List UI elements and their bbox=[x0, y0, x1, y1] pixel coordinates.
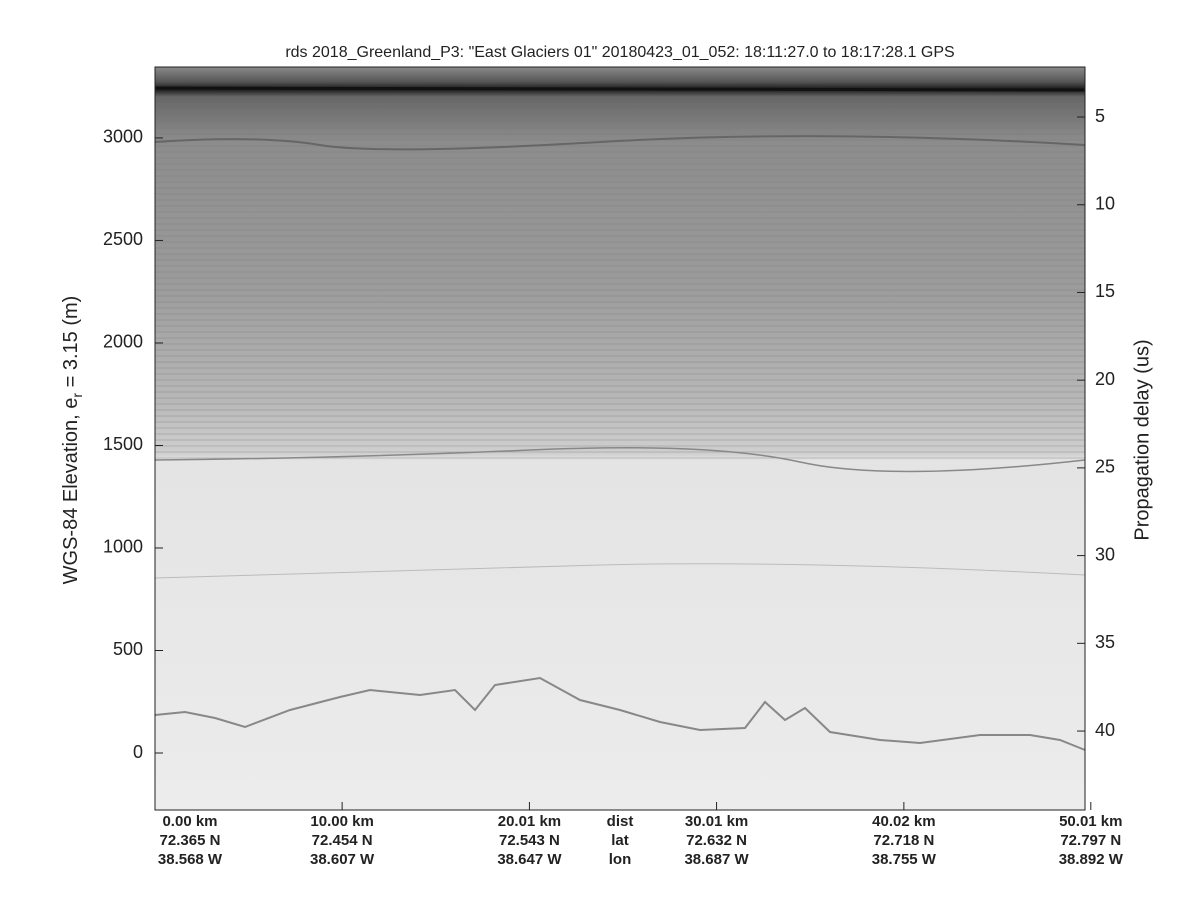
echogram-image bbox=[154, 67, 1086, 810]
row-label: lat bbox=[611, 832, 629, 849]
lat-label: 72.718 N bbox=[873, 832, 934, 849]
lat-label: 72.454 N bbox=[312, 832, 373, 849]
y-tick-label: 2500 bbox=[103, 229, 143, 249]
chart-title: rds 2018_Greenland_P3: "East Glaciers 01… bbox=[285, 44, 954, 61]
lon-label: 38.647 W bbox=[497, 851, 562, 868]
y-label-main: WGS-84 Elevation, e bbox=[60, 398, 82, 585]
lat-label: 72.543 N bbox=[499, 832, 560, 849]
lon-label: 38.892 W bbox=[1059, 851, 1124, 868]
y-tick-label: 0 bbox=[133, 742, 143, 762]
x-tick-label: 40.02 km bbox=[872, 813, 935, 830]
lat-label: 72.797 N bbox=[1060, 832, 1121, 849]
y-tick-label: 1000 bbox=[103, 537, 143, 557]
y-tick-label: 2000 bbox=[103, 332, 143, 352]
y2-axis-label: Propagation delay (us) bbox=[1131, 339, 1153, 540]
x-tick-label: 0.00 km bbox=[162, 813, 217, 830]
y-tick-label: 3000 bbox=[103, 127, 143, 147]
y2-tick-label: 20 bbox=[1095, 369, 1115, 389]
plot-frame bbox=[154, 66, 1086, 811]
x-tick-label: 50.01 km bbox=[1059, 813, 1122, 830]
lon-label: 38.568 W bbox=[158, 851, 223, 868]
y-label-rest: = 3.15 (m) bbox=[60, 296, 82, 393]
y2-tick-label: 30 bbox=[1095, 544, 1115, 564]
row-label: lon bbox=[609, 851, 632, 868]
lon-label: 38.607 W bbox=[310, 851, 375, 868]
lon-label: 38.687 W bbox=[684, 851, 749, 868]
y2-tick-label: 10 bbox=[1095, 193, 1115, 213]
lat-label: 72.365 N bbox=[160, 832, 221, 849]
lon-label: 38.755 W bbox=[872, 851, 937, 868]
x-tick-label: 10.00 km bbox=[310, 813, 373, 830]
x-tick-label: 20.01 km bbox=[498, 813, 561, 830]
y-axis-label: WGS-84 Elevation, er = 3.15 (m) bbox=[60, 296, 84, 585]
x-tick-label: 30.01 km bbox=[685, 813, 748, 830]
y-tick-label: 500 bbox=[113, 639, 143, 659]
lat-label: 72.632 N bbox=[686, 832, 747, 849]
y-label-sub: r bbox=[69, 393, 85, 398]
row-label: dist bbox=[607, 813, 634, 830]
y2-tick-label: 40 bbox=[1095, 720, 1115, 740]
y2-tick-label: 35 bbox=[1095, 632, 1115, 652]
y2-tick-label: 5 bbox=[1095, 106, 1105, 126]
y2-tick-label: 25 bbox=[1095, 457, 1115, 477]
y-tick-label: 1500 bbox=[103, 434, 143, 454]
y2-tick-label: 15 bbox=[1095, 281, 1115, 301]
